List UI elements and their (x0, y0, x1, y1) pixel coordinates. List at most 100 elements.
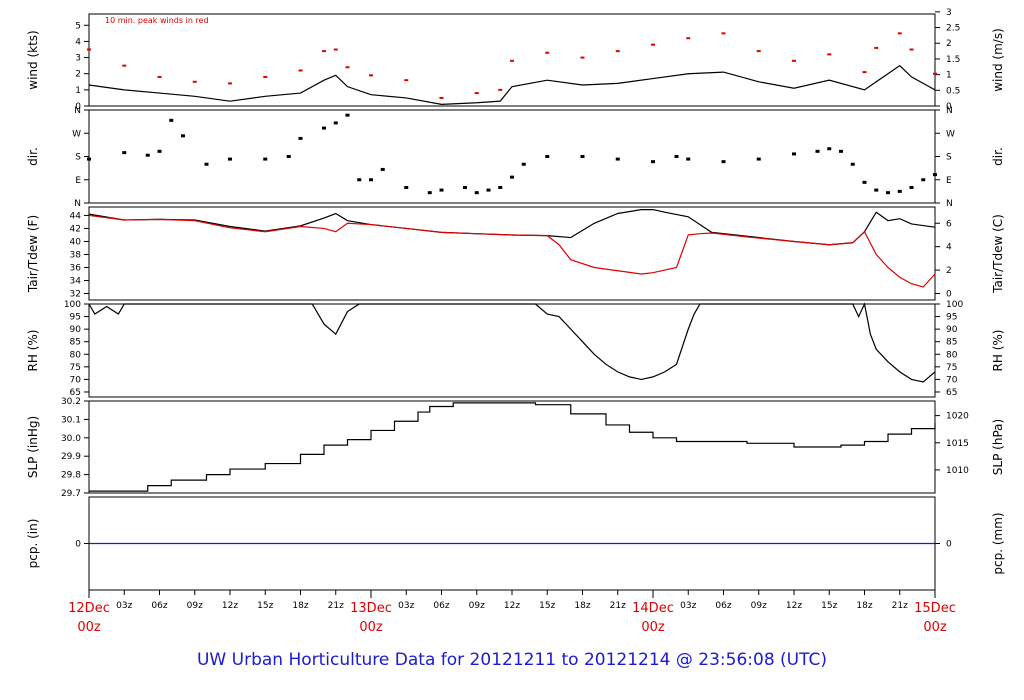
direction-point (510, 175, 514, 179)
peak-wind-point (721, 32, 726, 35)
x-tick-label: 15z (821, 601, 837, 611)
right-tick-label-wind: 1 (946, 71, 952, 81)
peak-wind-point (615, 50, 620, 53)
peak-wind-point (510, 59, 514, 62)
direction-point (674, 155, 679, 158)
left-tick-label-slp: 30.0 (61, 434, 81, 444)
x-tick-label: 15z (539, 601, 555, 611)
direction-point (721, 160, 726, 164)
right-tick-label-rh: 100 (946, 300, 963, 310)
panel-frame-rh (88, 303, 936, 398)
peak-wind-point (792, 59, 796, 62)
direction-point (686, 157, 691, 161)
peak-wind-point (345, 66, 350, 69)
left-tick-label-wind: 5 (75, 21, 81, 31)
peak-wind-point (322, 50, 326, 53)
panel-wind (84, 11, 940, 107)
peak-wind-point (192, 80, 197, 83)
direction-point (486, 188, 491, 192)
direction-point (333, 121, 338, 125)
direction-point (286, 155, 291, 158)
left-tick-label-temp: 34 (70, 276, 82, 286)
direction-point (463, 186, 467, 189)
left-tick-label-wind: 2 (75, 70, 81, 80)
direction-point (122, 151, 127, 155)
left-tick-label-dir: N (74, 106, 81, 116)
right-tick-label-temp: 6 (946, 219, 952, 229)
peak-wind-point (228, 82, 232, 85)
panel-frame-temp (88, 206, 936, 301)
date-time-label: 00z (641, 620, 665, 635)
left-tick-label-dir: W (72, 129, 81, 139)
direction-point (839, 149, 843, 153)
peak-wind-point (580, 56, 585, 59)
direction-point (322, 126, 326, 130)
peak-wind-point (474, 92, 479, 95)
peak-wind-point (651, 43, 655, 46)
peak-wind-point (298, 69, 303, 72)
left-tick-label-slp: 29.8 (61, 471, 81, 481)
right-tick-label-wind: 2.5 (946, 24, 960, 34)
panel-slp (84, 400, 940, 494)
peak-wind-point (897, 32, 902, 35)
direction-point (886, 191, 890, 195)
right-tick-label-wind: 0 (946, 102, 952, 112)
x-tick-label: 15z (257, 601, 273, 611)
direction-point (850, 162, 855, 166)
peak-wind-point (756, 50, 761, 53)
panel-frame-slp (88, 400, 936, 494)
right-tick-label-slp: 1010 (946, 466, 969, 476)
peak-wind-point (369, 74, 373, 77)
left-tick-label-temp: 42 (70, 224, 81, 234)
x-tick-label: 18z (574, 601, 590, 611)
ylabel-right-slp: SLP (hPa) (991, 419, 1005, 475)
ylabel-left-temp: Tair/Tdew (F) (26, 215, 40, 293)
right-tick-label-rh: 65 (946, 388, 957, 398)
direction-point (369, 178, 373, 182)
right-tick-label-rh: 90 (946, 325, 958, 335)
ylabel-right-pcp: pcp. (mm) (991, 512, 1005, 574)
peak-wind-point (827, 53, 832, 56)
peak-wind-point (933, 72, 937, 75)
left-tick-label-slp: 30.2 (61, 397, 81, 407)
right-tick-label-pcp: 0 (946, 540, 952, 550)
left-tick-label-rh: 70 (70, 375, 82, 385)
right-tick-label-rh: 80 (946, 350, 958, 360)
direction-point (874, 188, 879, 192)
left-tick-label-dir: N (74, 199, 81, 209)
direction-point (380, 167, 385, 171)
left-tick-label-rh: 95 (70, 313, 81, 323)
peak-winds-note: 10 min. peak winds in red (105, 16, 209, 25)
left-tick-label-wind: 1 (75, 86, 81, 96)
direction-point (204, 162, 209, 166)
peak-wind-point (122, 64, 127, 67)
x-tick-label: 06z (151, 601, 167, 611)
direction-point (933, 173, 937, 177)
direction-point (157, 149, 162, 153)
left-tick-label-rh: 90 (70, 325, 82, 335)
direction-point (580, 155, 585, 158)
x-tick-label: 21z (892, 601, 908, 611)
left-tick-label-pcp: 0 (75, 540, 81, 550)
panel-temp (84, 206, 940, 301)
left-tick-label-slp: 29.7 (61, 489, 81, 499)
date-label: 14Dec (632, 601, 674, 616)
direction-point (498, 186, 503, 189)
left-tick-label-slp: 30.1 (61, 415, 81, 425)
date-label: 12Dec (68, 601, 110, 616)
x-tick-label: 03z (116, 601, 132, 611)
peak-wind-point (862, 71, 867, 74)
left-tick-label-wind: 0 (75, 102, 81, 112)
panel-pcp (84, 496, 940, 591)
ylabel-right-rh: RH (%) (991, 330, 1005, 372)
panel-dir (84, 109, 940, 204)
panel-rh (84, 302, 940, 398)
direction-point (228, 157, 232, 161)
peak-wind-point (439, 96, 444, 99)
direction-point (897, 189, 902, 193)
right-tick-label-dir: W (946, 129, 955, 139)
right-tick-label-slp: 1015 (946, 439, 969, 449)
direction-point (909, 186, 914, 189)
x-tick-label: 09z (751, 601, 767, 611)
